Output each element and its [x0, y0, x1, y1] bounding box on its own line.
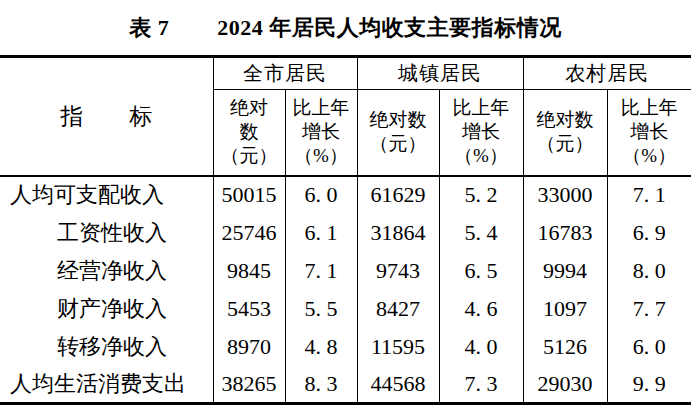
cell-value: 1097	[523, 290, 607, 328]
cell-value: 6. 5	[439, 252, 523, 290]
cell-value: 16783	[523, 214, 607, 252]
cell-value: 6. 0	[607, 328, 691, 366]
cell-value: 25746	[213, 214, 285, 252]
cell-value: 8. 0	[607, 252, 691, 290]
cell-value: 4. 0	[439, 328, 523, 366]
cell-value: 8427	[357, 290, 439, 328]
citywide-absolute-header: 绝对 数 （元）	[213, 90, 285, 176]
indicator-column-header: 指 标	[0, 57, 213, 176]
cell-value: 44568	[357, 366, 439, 404]
cell-value: 29030	[523, 366, 607, 404]
cell-value: 9. 9	[607, 366, 691, 404]
cell-value: 6. 9	[607, 214, 691, 252]
cell-value: 7. 1	[285, 252, 357, 290]
cell-value: 5. 2	[439, 176, 523, 214]
statistical-communique-page: 表 7 2024 年居民人均收支主要指标情况 指 标 全市居民 城镇居民 农村居…	[0, 0, 691, 412]
cell-value: 7. 1	[607, 176, 691, 214]
cell-value: 6. 0	[285, 176, 357, 214]
cell-value: 31864	[357, 214, 439, 252]
row-indicator: 人均可支配收入	[0, 176, 213, 214]
table-row: 人均生活消费支出 38265 8. 3 44568 7. 3 29030 9. …	[0, 366, 691, 404]
cell-value: 7. 7	[607, 290, 691, 328]
group-header-urban: 城镇居民	[357, 57, 523, 90]
cell-value: 5. 5	[285, 290, 357, 328]
cell-value: 8. 3	[285, 366, 357, 404]
table-title: 表 7 2024 年居民人均收支主要指标情况	[0, 0, 691, 55]
table-row: 工资性收入 25746 6. 1 31864 5. 4 16783 6. 9	[0, 214, 691, 252]
table-row: 经营净收入 9845 7. 1 9743 6. 5 9994 8. 0	[0, 252, 691, 290]
row-indicator: 财产净收入	[0, 290, 213, 328]
row-indicator: 转移净收入	[0, 328, 213, 366]
row-indicator: 人均生活消费支出	[0, 366, 213, 404]
cell-value: 9845	[213, 252, 285, 290]
rural-growth-header: 比上年 增长 （%）	[607, 90, 691, 176]
table-title-text: 2024 年居民人均收支主要指标情况	[217, 13, 562, 43]
cell-value: 7. 3	[439, 366, 523, 404]
cell-value: 33000	[523, 176, 607, 214]
cell-value: 50015	[213, 176, 285, 214]
cell-value: 4. 6	[439, 290, 523, 328]
cell-value: 61629	[357, 176, 439, 214]
row-indicator: 经营净收入	[0, 252, 213, 290]
cell-value: 8970	[213, 328, 285, 366]
group-header-rural: 农村居民	[523, 57, 691, 90]
header-group-row: 指 标 全市居民 城镇居民 农村居民	[0, 57, 691, 90]
cell-value: 5453	[213, 290, 285, 328]
group-header-citywide: 全市居民	[213, 57, 357, 90]
cell-value: 9994	[523, 252, 607, 290]
table-row: 转移净收入 8970 4. 8 11595 4. 0 5126 6. 0	[0, 328, 691, 366]
urban-absolute-header: 绝对数 （元）	[357, 90, 439, 176]
cell-value: 9743	[357, 252, 439, 290]
table-row: 人均可支配收入 50015 6. 0 61629 5. 2 33000 7. 1	[0, 176, 691, 214]
table-number: 表 7	[129, 13, 169, 43]
urban-growth-header: 比上年 增长 （%）	[439, 90, 523, 176]
cell-value: 5126	[523, 328, 607, 366]
row-indicator: 工资性收入	[0, 214, 213, 252]
cell-value: 6. 1	[285, 214, 357, 252]
cell-value: 5. 4	[439, 214, 523, 252]
citywide-growth-header: 比上年 增长 （%）	[285, 90, 357, 176]
cell-value: 38265	[213, 366, 285, 404]
table-row: 财产净收入 5453 5. 5 8427 4. 6 1097 7. 7	[0, 290, 691, 328]
income-expenditure-table: 指 标 全市居民 城镇居民 农村居民 绝对 数 （元） 比上年 增长 （%） 绝…	[0, 55, 691, 405]
rural-absolute-header: 绝对数 （元）	[523, 90, 607, 176]
cell-value: 4. 8	[285, 328, 357, 366]
cell-value: 11595	[357, 328, 439, 366]
